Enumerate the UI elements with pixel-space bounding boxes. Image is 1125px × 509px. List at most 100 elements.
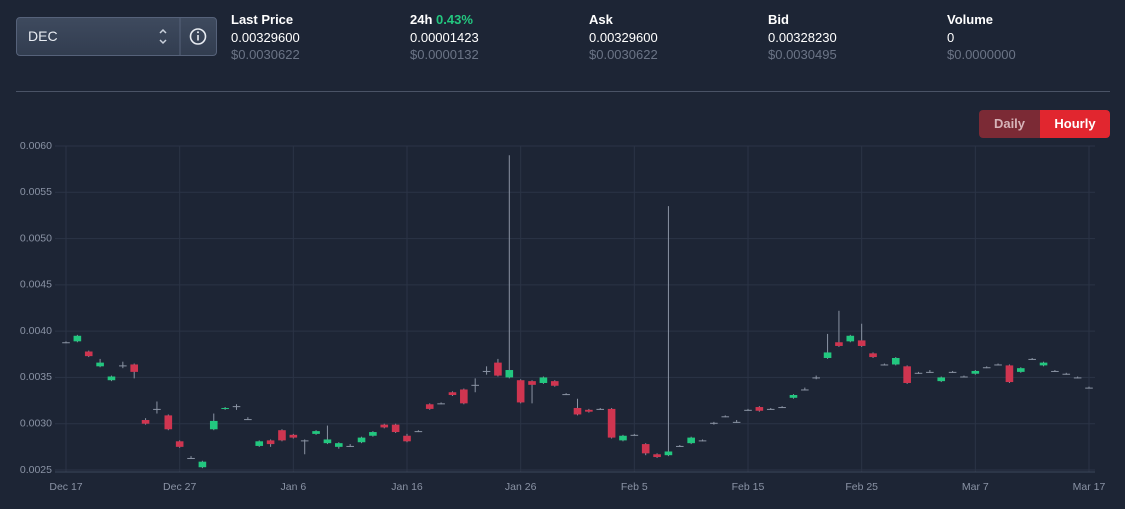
- stat-header: Volume: [947, 11, 1016, 29]
- candle-body: [835, 342, 843, 346]
- stat-header: Last Price: [231, 11, 300, 29]
- candle-body: [937, 377, 946, 382]
- stat-label: Last Price: [231, 12, 294, 27]
- candle-body: [562, 394, 570, 396]
- stat-column: 24h 0.43% 0.00001423 $0.0000132: [410, 11, 479, 64]
- x-tick-label: Jan 6: [280, 481, 306, 493]
- candle-body: [403, 435, 411, 442]
- candle-body: [516, 380, 525, 403]
- candle-body: [425, 404, 434, 409]
- candle-body: [994, 364, 1002, 366]
- candle-body: [221, 407, 229, 409]
- stat-label: Bid: [768, 12, 789, 27]
- stat-label: Volume: [947, 12, 993, 27]
- x-tick-label: Feb 5: [621, 481, 648, 493]
- candle-body: [971, 370, 980, 374]
- candle-body: [653, 454, 661, 458]
- hourly-button[interactable]: Hourly: [1040, 110, 1110, 138]
- candle-body: [414, 431, 423, 433]
- candle-body: [641, 444, 650, 454]
- x-tick-label: Jan 26: [505, 481, 537, 493]
- candle-body: [982, 367, 991, 369]
- candle-body: [312, 431, 320, 434]
- candle-body: [471, 384, 479, 386]
- candle-body: [687, 437, 695, 444]
- candle-body: [1073, 377, 1082, 379]
- candle-body: [460, 389, 468, 404]
- x-tick-label: Mar 17: [1073, 481, 1106, 493]
- candle-body: [857, 340, 866, 346]
- stat-usd: $0.0000000: [947, 47, 1016, 62]
- candle-body: [846, 335, 855, 342]
- x-tick-label: Feb 15: [732, 481, 765, 493]
- candle-body: [778, 407, 786, 409]
- candle-body: [585, 409, 593, 412]
- divider: [16, 91, 1110, 92]
- candle-body: [209, 420, 218, 430]
- y-tick-label: 0.0025: [20, 464, 52, 476]
- stat-column: Volume 0 $0.0000000: [947, 11, 1016, 64]
- candle-body: [1028, 358, 1036, 360]
- stat-value: 0.00329600: [231, 29, 300, 45]
- stat-usd: $0.0030622: [231, 47, 300, 62]
- candle-body: [869, 353, 877, 358]
- candle-body: [721, 416, 730, 418]
- stat-label: 24h: [410, 12, 433, 27]
- candle-body: [914, 372, 923, 374]
- candle-body: [698, 440, 707, 442]
- candle-body: [107, 376, 116, 381]
- x-tick-label: Dec 27: [163, 481, 196, 493]
- candle-body: [1062, 373, 1071, 375]
- stat-header: 24h 0.43%: [410, 11, 479, 29]
- candle-body: [550, 381, 559, 386]
- candle-body: [948, 371, 957, 373]
- candle-body: [710, 422, 718, 424]
- candle-body: [232, 406, 241, 408]
- market-selector[interactable]: DEC: [16, 17, 217, 56]
- y-tick-label: 0.0050: [20, 232, 52, 244]
- stat-usd: $0.0030622: [589, 47, 658, 62]
- candle-body: [744, 409, 752, 411]
- candle-body: [960, 376, 968, 378]
- candle-body: [676, 445, 684, 447]
- stat-value: 0: [947, 29, 955, 45]
- candle-body: [96, 362, 104, 367]
- candle-body: [175, 441, 184, 447]
- candle-body: [789, 395, 798, 398]
- candle-body: [448, 392, 457, 396]
- stat-header: Ask: [589, 11, 658, 29]
- stat-value: 0.00329600: [589, 29, 658, 45]
- x-tick-label: Dec 17: [49, 481, 82, 493]
- y-tick-label: 0.0060: [20, 140, 52, 152]
- stat-header: Bid: [768, 11, 837, 29]
- candle-body: [755, 407, 764, 411]
- candle-body: [141, 420, 150, 424]
- candle-body: [1017, 368, 1025, 372]
- candle-body: [539, 377, 548, 383]
- candle-body: [573, 407, 582, 415]
- candle-body: [437, 403, 445, 405]
- stat-change: 0.43%: [436, 12, 473, 27]
- candle-body: [244, 419, 252, 421]
- candle-body: [630, 434, 639, 436]
- candle-body: [1039, 362, 1048, 366]
- candle-body: [153, 408, 161, 410]
- candle-body: [801, 389, 809, 391]
- y-tick-label: 0.0030: [20, 417, 52, 429]
- candle-body: [596, 408, 605, 410]
- candle-body: [505, 370, 514, 378]
- candle-body: [62, 342, 70, 344]
- candle-body: [73, 335, 82, 342]
- candle-body: [1051, 370, 1059, 372]
- stat-column: Bid 0.00328230 $0.0030495: [768, 11, 837, 64]
- candle-body: [278, 430, 286, 441]
- candle-body: [823, 352, 832, 358]
- y-tick-label: 0.0055: [20, 186, 52, 198]
- candle-body: [619, 435, 627, 441]
- x-tick-label: Feb 25: [845, 481, 878, 493]
- stat-label: Ask: [589, 12, 613, 27]
- daily-button[interactable]: Daily: [979, 110, 1040, 138]
- candle-body: [369, 432, 377, 436]
